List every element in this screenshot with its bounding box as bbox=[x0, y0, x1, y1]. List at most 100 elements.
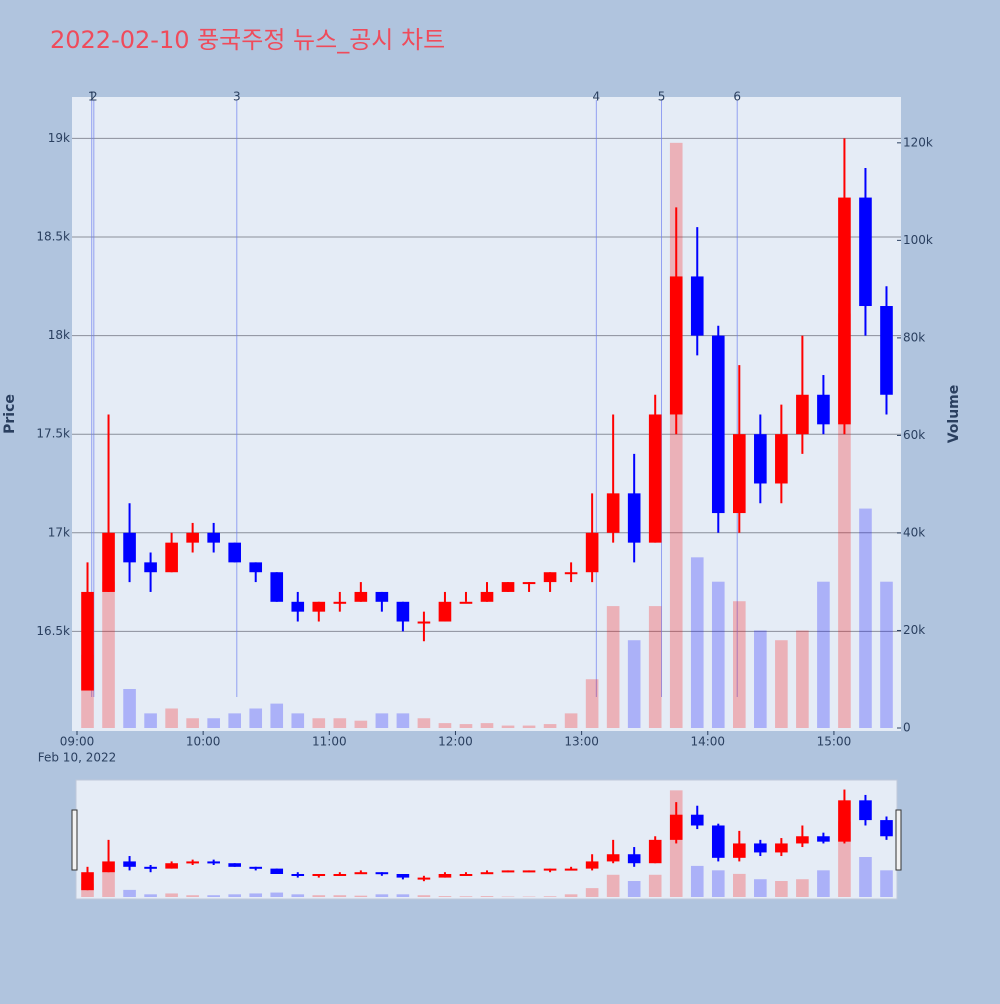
volume-bar bbox=[502, 726, 515, 728]
mini-candle-body bbox=[81, 872, 94, 890]
volume-bar bbox=[733, 601, 746, 728]
volume-bar bbox=[544, 724, 557, 728]
candle-body bbox=[565, 572, 578, 574]
mini-volume-bar bbox=[249, 893, 262, 897]
candle-body bbox=[81, 592, 94, 691]
mini-candle-body bbox=[544, 869, 557, 871]
candle-body bbox=[481, 592, 494, 602]
y2-tick-label: 20k bbox=[903, 623, 925, 637]
mini-volume-bar bbox=[796, 879, 809, 897]
candle-body bbox=[312, 602, 325, 612]
candle-body bbox=[270, 572, 283, 602]
event-label: 2 bbox=[90, 90, 98, 104]
y-tick-label: 18k bbox=[48, 328, 70, 342]
y-axis-title: Price bbox=[2, 394, 18, 434]
plot-area bbox=[72, 97, 901, 731]
mini-volume-bar bbox=[418, 895, 431, 897]
candle-body bbox=[439, 602, 452, 622]
y2-axis-title: Volume bbox=[946, 385, 962, 444]
candle-body bbox=[291, 602, 304, 612]
y-tick-label: 19k bbox=[48, 131, 70, 145]
chart-title: 2022-02-10 풍국주정 뉴스_공시 차트 bbox=[50, 26, 445, 54]
candle-body bbox=[754, 434, 767, 483]
x-tick-label: 14:00 bbox=[690, 735, 725, 749]
mini-candle-body bbox=[859, 800, 872, 820]
y-tick-label: 18.5k bbox=[36, 230, 70, 244]
volume-bar bbox=[397, 713, 410, 728]
candle-body bbox=[796, 395, 809, 434]
mini-candle-body bbox=[880, 820, 893, 836]
volume-bar bbox=[691, 557, 704, 728]
mini-candle-body bbox=[102, 861, 115, 872]
volume-bar bbox=[249, 708, 262, 728]
volume-bar bbox=[376, 713, 389, 728]
mini-candle-body bbox=[334, 874, 347, 876]
mini-candle-body bbox=[228, 863, 241, 867]
y2-tick-label: 0 bbox=[903, 721, 911, 735]
mini-volume-bar bbox=[144, 894, 157, 897]
candle-body bbox=[165, 543, 178, 573]
mini-candle-body bbox=[712, 825, 725, 857]
candle-body bbox=[144, 562, 157, 572]
candle-body bbox=[838, 198, 851, 425]
candle-body bbox=[228, 543, 241, 563]
candle-body bbox=[712, 336, 725, 513]
candle-body bbox=[376, 592, 389, 602]
mini-volume-bar bbox=[481, 896, 494, 897]
range-slider[interactable] bbox=[76, 780, 897, 899]
volume-bar bbox=[565, 713, 578, 728]
mini-candle-body bbox=[481, 872, 494, 874]
slider-handle[interactable] bbox=[896, 810, 901, 870]
y-tick-label: 17k bbox=[48, 525, 70, 539]
candle-body bbox=[649, 414, 662, 542]
candle-body bbox=[186, 533, 199, 543]
mini-candle-body bbox=[439, 874, 452, 878]
slider-handle[interactable] bbox=[72, 810, 77, 870]
mini-volume-bar bbox=[628, 881, 641, 897]
y2-tick-label: 60k bbox=[903, 428, 925, 442]
candle-body bbox=[628, 493, 641, 542]
x-tick-label: 11:00 bbox=[312, 735, 347, 749]
volume-bar bbox=[165, 708, 178, 728]
mini-candle-body bbox=[249, 867, 262, 869]
y-tick-label: 16.5k bbox=[36, 624, 70, 638]
mini-candle-body bbox=[355, 872, 368, 874]
candle-body bbox=[355, 592, 368, 602]
candle-body bbox=[523, 582, 536, 584]
mini-candle-body bbox=[186, 861, 199, 863]
volume-bar bbox=[649, 606, 662, 728]
mini-candle-body bbox=[502, 870, 515, 872]
volume-bar bbox=[523, 726, 536, 728]
mini-candle-body bbox=[144, 867, 157, 869]
volume-bar bbox=[775, 640, 788, 728]
volume-bar bbox=[628, 640, 641, 728]
volume-bar bbox=[291, 713, 304, 728]
mini-candle-body bbox=[649, 840, 662, 863]
candle-body bbox=[397, 602, 410, 622]
event-label: 5 bbox=[658, 90, 666, 104]
x-tick-label: 10:00 bbox=[186, 735, 221, 749]
volume-bar bbox=[481, 723, 494, 728]
volume-bar bbox=[817, 582, 830, 728]
volume-bar bbox=[186, 718, 199, 728]
volume-bar bbox=[859, 509, 872, 728]
mini-volume-bar bbox=[397, 894, 410, 897]
mini-volume-bar bbox=[733, 874, 746, 897]
candle-body bbox=[691, 276, 704, 335]
volume-bar bbox=[754, 630, 767, 728]
mini-candle-body bbox=[291, 874, 304, 876]
volume-bar bbox=[102, 582, 115, 728]
mini-candle-body bbox=[565, 869, 578, 871]
candle-body bbox=[102, 533, 115, 592]
candle-body bbox=[123, 533, 136, 563]
y2-tick-label: 120k bbox=[903, 135, 933, 149]
candle-body bbox=[502, 582, 515, 592]
mini-volume-bar bbox=[712, 870, 725, 897]
mini-volume-bar bbox=[355, 896, 368, 897]
mini-volume-bar bbox=[460, 896, 473, 897]
x-tick-label: 15:00 bbox=[817, 735, 852, 749]
candle-body bbox=[817, 395, 830, 425]
candle-body bbox=[859, 198, 872, 306]
volume-bar bbox=[334, 718, 347, 728]
candle-body bbox=[880, 306, 893, 395]
